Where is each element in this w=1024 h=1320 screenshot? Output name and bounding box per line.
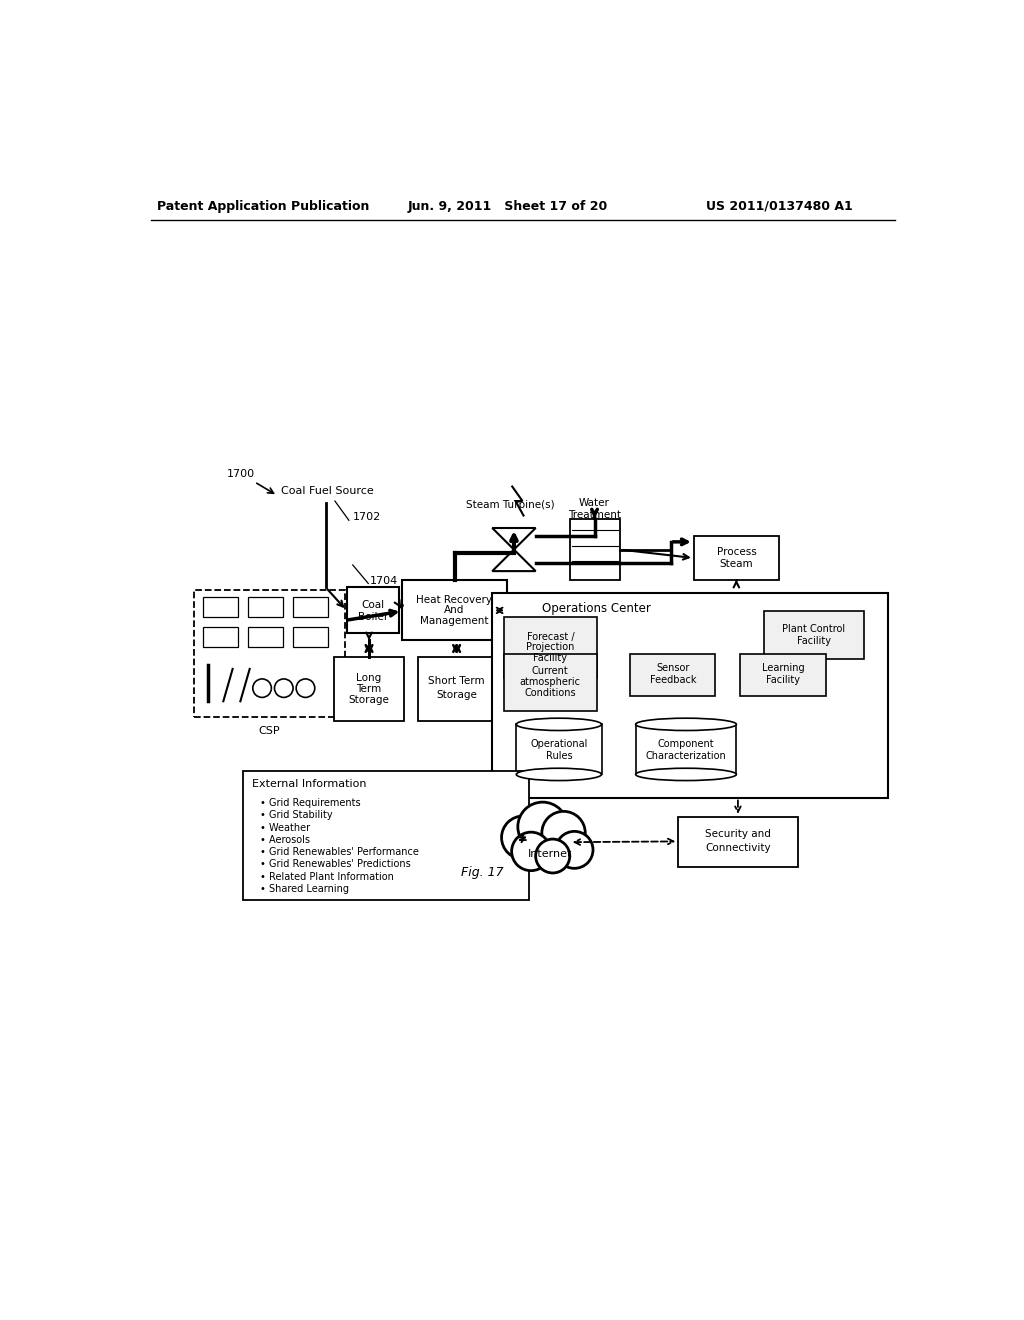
FancyBboxPatch shape — [194, 590, 345, 717]
Text: Steam Turbine(s): Steam Turbine(s) — [466, 500, 554, 510]
Text: Rules: Rules — [546, 751, 572, 760]
Circle shape — [542, 812, 586, 854]
Text: Learning: Learning — [762, 663, 804, 673]
Text: CSP: CSP — [258, 726, 280, 735]
FancyBboxPatch shape — [203, 598, 238, 618]
Circle shape — [556, 832, 593, 869]
Text: • Related Plant Information: • Related Plant Information — [260, 871, 393, 882]
FancyBboxPatch shape — [334, 657, 403, 721]
Text: Forecast /: Forecast / — [526, 631, 574, 642]
FancyBboxPatch shape — [636, 725, 736, 775]
Text: Facility: Facility — [534, 653, 567, 663]
Text: Current: Current — [532, 667, 568, 676]
Text: Conditions: Conditions — [524, 688, 577, 698]
Text: • Grid Requirements: • Grid Requirements — [260, 797, 360, 808]
FancyBboxPatch shape — [293, 627, 328, 647]
Text: Jun. 9, 2011   Sheet 17 of 20: Jun. 9, 2011 Sheet 17 of 20 — [408, 199, 608, 213]
Text: Internet: Internet — [528, 849, 572, 859]
FancyBboxPatch shape — [243, 771, 529, 900]
Text: • Shared Learning: • Shared Learning — [260, 884, 349, 894]
Text: Short Term: Short Term — [428, 676, 485, 686]
Text: Plant Control: Plant Control — [782, 624, 846, 634]
Text: atmospheric: atmospheric — [520, 677, 581, 686]
Text: 1704: 1704 — [370, 576, 398, 586]
Text: And: And — [444, 606, 465, 615]
FancyBboxPatch shape — [516, 725, 601, 775]
Text: Projection: Projection — [526, 643, 574, 652]
Text: Facility: Facility — [766, 676, 800, 685]
Text: Component: Component — [657, 739, 715, 748]
Text: External Information: External Information — [252, 779, 367, 789]
Text: Patent Application Publication: Patent Application Publication — [158, 199, 370, 213]
Text: Facility: Facility — [797, 636, 830, 647]
FancyBboxPatch shape — [693, 536, 779, 581]
Text: Term: Term — [356, 684, 382, 694]
Text: • Grid Renewables' Predictions: • Grid Renewables' Predictions — [260, 859, 411, 870]
Text: Water: Water — [580, 499, 610, 508]
FancyBboxPatch shape — [293, 598, 328, 618]
Text: Security and: Security and — [705, 829, 771, 840]
Text: Fig. 17: Fig. 17 — [461, 866, 504, 879]
Text: • Grid Stability: • Grid Stability — [260, 810, 333, 820]
Text: US 2011/0137480 A1: US 2011/0137480 A1 — [706, 199, 852, 213]
FancyBboxPatch shape — [740, 653, 825, 696]
FancyBboxPatch shape — [630, 653, 716, 696]
FancyBboxPatch shape — [203, 627, 238, 647]
Text: • Aerosols: • Aerosols — [260, 834, 309, 845]
Text: 1700: 1700 — [227, 469, 255, 479]
Text: Long: Long — [356, 673, 382, 684]
Text: • Grid Renewables' Performance: • Grid Renewables' Performance — [260, 847, 419, 857]
Text: Storage: Storage — [348, 694, 389, 705]
Circle shape — [536, 840, 569, 873]
Text: Management: Management — [420, 616, 488, 626]
FancyBboxPatch shape — [346, 587, 399, 634]
Text: Process: Process — [717, 546, 757, 557]
FancyBboxPatch shape — [248, 598, 283, 618]
Ellipse shape — [516, 768, 601, 780]
Ellipse shape — [636, 718, 736, 730]
FancyBboxPatch shape — [248, 627, 283, 647]
Text: Sensor: Sensor — [656, 663, 689, 673]
FancyBboxPatch shape — [764, 611, 864, 659]
Circle shape — [518, 803, 567, 851]
Text: Characterization: Characterization — [645, 751, 726, 760]
Text: Operational: Operational — [530, 739, 588, 748]
Text: Coal: Coal — [361, 601, 384, 610]
Circle shape — [512, 832, 550, 871]
Circle shape — [502, 816, 545, 859]
FancyBboxPatch shape — [569, 519, 621, 581]
Ellipse shape — [516, 718, 601, 730]
FancyBboxPatch shape — [504, 616, 597, 678]
Text: Connectivity: Connectivity — [706, 843, 771, 853]
Text: Storage: Storage — [436, 690, 477, 700]
FancyBboxPatch shape — [402, 581, 507, 640]
Text: Feedback: Feedback — [649, 676, 696, 685]
Text: Steam: Steam — [720, 560, 754, 569]
FancyBboxPatch shape — [678, 817, 799, 867]
Text: 1702: 1702 — [352, 512, 381, 523]
FancyBboxPatch shape — [493, 594, 888, 797]
Text: Heat Recovery: Heat Recovery — [417, 594, 493, 605]
Text: Operations Center: Operations Center — [543, 602, 651, 615]
Text: Boiler: Boiler — [357, 612, 388, 622]
FancyBboxPatch shape — [418, 657, 496, 721]
Text: • Weather: • Weather — [260, 822, 310, 833]
Text: Treatment: Treatment — [568, 510, 621, 520]
Ellipse shape — [636, 768, 736, 780]
Text: Coal Fuel Source: Coal Fuel Source — [281, 486, 374, 496]
FancyBboxPatch shape — [504, 653, 597, 711]
